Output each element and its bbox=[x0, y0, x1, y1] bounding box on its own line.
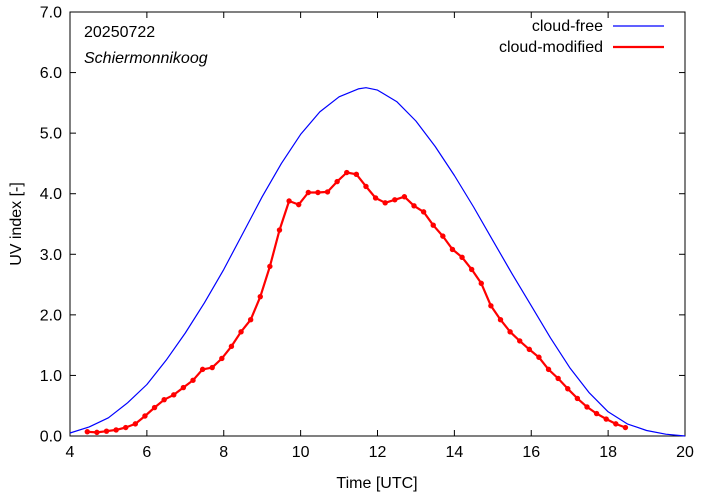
data-point-cloud-modified bbox=[565, 386, 571, 392]
data-point-cloud-modified bbox=[344, 169, 350, 176]
data-point-cloud-modified bbox=[199, 366, 206, 373]
data-point-cloud-modified bbox=[286, 198, 292, 204]
data-point-cloud-modified bbox=[334, 178, 340, 185]
x-tick-label: 20 bbox=[676, 444, 694, 461]
data-point-cloud-modified bbox=[228, 343, 235, 350]
data-point-cloud-modified bbox=[401, 194, 408, 200]
y-tick-label: 4.0 bbox=[40, 186, 62, 203]
y-tick-label: 5.0 bbox=[40, 126, 62, 143]
data-point-cloud-modified bbox=[132, 421, 139, 427]
data-point-cloud-modified bbox=[324, 189, 331, 195]
date-annotation: 20250722 bbox=[84, 24, 155, 41]
location-annotation: Schiermonnikoog bbox=[84, 50, 208, 67]
x-axis-label: Time [UTC] bbox=[336, 475, 417, 492]
series-markers bbox=[84, 169, 629, 436]
data-point-cloud-modified bbox=[363, 183, 369, 190]
x-tick-label: 14 bbox=[445, 444, 463, 461]
data-point-cloud-modified bbox=[584, 404, 590, 410]
legend-label-cloud-free: cloud-free bbox=[532, 18, 603, 35]
series-line-cloud-modified bbox=[87, 171, 626, 434]
data-point-cloud-modified bbox=[238, 329, 244, 335]
data-point-cloud-modified bbox=[411, 203, 417, 209]
y-tick-label: 0.0 bbox=[40, 429, 62, 446]
data-point-cloud-modified bbox=[123, 424, 129, 431]
data-point-cloud-modified bbox=[526, 346, 533, 353]
data-point-cloud-modified bbox=[420, 209, 427, 215]
data-point-cloud-modified bbox=[161, 396, 167, 403]
data-point-cloud-modified bbox=[296, 201, 302, 208]
data-point-cloud-modified bbox=[267, 263, 273, 270]
data-point-cloud-modified bbox=[84, 429, 90, 435]
x-tick-label: 8 bbox=[219, 444, 228, 461]
series-lines bbox=[69, 87, 686, 437]
data-point-cloud-modified bbox=[219, 355, 225, 362]
data-point-cloud-modified bbox=[392, 197, 398, 203]
data-point-cloud-modified bbox=[545, 366, 552, 373]
data-point-cloud-modified bbox=[305, 189, 312, 196]
data-point-cloud-modified bbox=[478, 280, 484, 287]
legend-label-cloud-modified: cloud-modified bbox=[499, 39, 603, 56]
series-line-cloud-free bbox=[69, 87, 686, 437]
x-tick-label: 12 bbox=[369, 444, 387, 461]
data-point-cloud-modified bbox=[247, 317, 254, 323]
data-point-cloud-modified bbox=[603, 416, 609, 422]
x-tick-label: 4 bbox=[66, 444, 75, 461]
data-point-cloud-modified bbox=[488, 303, 494, 309]
legend: cloud-free cloud-modified bbox=[499, 18, 664, 56]
data-point-cloud-modified bbox=[430, 222, 436, 228]
y-tick-label: 2.0 bbox=[40, 307, 62, 324]
data-point-cloud-modified bbox=[459, 254, 465, 261]
data-point-cloud-modified bbox=[449, 246, 456, 253]
data-point-cloud-modified bbox=[593, 410, 600, 417]
y-axis-label: UV index [-] bbox=[8, 182, 25, 266]
data-point-cloud-modified bbox=[103, 428, 110, 434]
x-tick-label: 18 bbox=[599, 444, 617, 461]
y-tick-label: 3.0 bbox=[40, 247, 62, 264]
data-point-cloud-modified bbox=[257, 293, 263, 300]
x-tick-label: 16 bbox=[522, 444, 540, 461]
data-point-cloud-modified bbox=[151, 404, 158, 411]
data-point-cloud-modified bbox=[382, 200, 388, 206]
plot-frame bbox=[69, 11, 686, 437]
data-point-cloud-modified bbox=[171, 392, 177, 398]
data-point-cloud-modified bbox=[209, 364, 215, 371]
y-tick-label: 6.0 bbox=[40, 65, 62, 82]
data-point-cloud-modified bbox=[353, 171, 360, 178]
data-point-cloud-modified bbox=[507, 329, 513, 335]
data-point-cloud-modified bbox=[440, 233, 446, 239]
data-point-cloud-modified bbox=[113, 427, 119, 433]
data-point-cloud-modified bbox=[94, 429, 100, 436]
data-point-cloud-modified bbox=[613, 421, 619, 427]
data-point-cloud-modified bbox=[555, 375, 561, 382]
data-point-cloud-modified bbox=[142, 413, 148, 419]
data-point-cloud-modified bbox=[276, 227, 283, 233]
x-tick-label: 10 bbox=[292, 444, 310, 461]
data-point-cloud-modified bbox=[517, 338, 523, 344]
data-point-cloud-modified bbox=[180, 384, 187, 391]
data-point-cloud-modified bbox=[622, 424, 629, 431]
y-axis-ticks: 0.0 1.0 2.0 3.0 4.0 5.0 6.0 7.0 bbox=[40, 5, 685, 446]
data-point-cloud-modified bbox=[497, 317, 504, 323]
y-tick-label: 7.0 bbox=[40, 5, 62, 22]
data-point-cloud-modified bbox=[574, 395, 581, 402]
data-point-cloud-modified bbox=[315, 189, 321, 196]
data-point-cloud-modified bbox=[372, 195, 379, 201]
data-point-cloud-modified bbox=[468, 266, 475, 273]
x-axis-ticks: 4 6 8 10 12 14 16 18 20 bbox=[66, 12, 694, 461]
x-tick-label: 6 bbox=[142, 444, 151, 461]
data-point-cloud-modified bbox=[536, 354, 542, 360]
y-tick-label: 1.0 bbox=[40, 368, 62, 385]
data-point-cloud-modified bbox=[190, 377, 196, 383]
